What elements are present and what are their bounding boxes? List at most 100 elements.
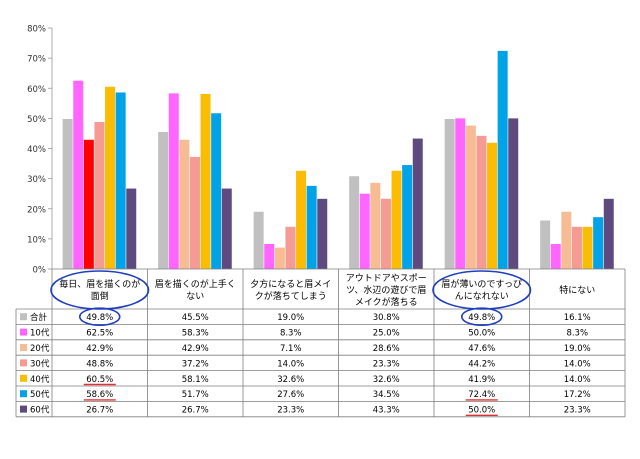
data-label: 47.6% — [468, 344, 495, 354]
bar-40代-2 — [296, 170, 307, 269]
bar-60代-5 — [603, 198, 614, 269]
data-label: 50.0% — [468, 406, 495, 416]
bar-10代-5 — [550, 243, 561, 269]
bar-10代-4 — [455, 118, 466, 269]
category-label: メイクが落ちる — [355, 296, 418, 308]
data-label: 17.2% — [564, 390, 591, 400]
category-label: 特にない — [559, 284, 595, 296]
bar-50代-2 — [306, 185, 317, 269]
category-label: ない — [186, 291, 204, 302]
legend-swatch-40代 — [20, 374, 27, 382]
data-label: 51.7% — [182, 390, 209, 400]
highlight-cell-ellipse — [460, 307, 503, 327]
bar-合計-1 — [158, 131, 169, 269]
bar-40代-1 — [200, 93, 211, 269]
data-label: 32.6% — [373, 375, 400, 385]
data-label: 23.3% — [373, 359, 400, 369]
data-label: 42.9% — [86, 344, 113, 354]
data-label: 19.0% — [564, 344, 591, 354]
bar-20代-4 — [465, 125, 476, 269]
data-label: 23.3% — [277, 406, 304, 416]
data-label: 34.5% — [373, 390, 400, 400]
bar-30代-3 — [380, 198, 391, 269]
bar-50代-0 — [115, 92, 126, 269]
data-label: 14.0% — [564, 359, 591, 369]
y-tick-label: 40% — [27, 145, 46, 155]
y-tick-label: 20% — [27, 205, 46, 215]
legend-swatch-合計 — [20, 313, 27, 321]
legend-swatch-10代 — [20, 328, 27, 336]
data-label: 26.7% — [86, 406, 113, 416]
y-tick-label: 10% — [27, 235, 46, 245]
legend-label: 60代 — [30, 405, 50, 416]
bar-60代-0 — [126, 188, 137, 269]
y-tick-label: 70% — [27, 55, 46, 65]
bar-40代-0 — [105, 86, 116, 270]
data-label: 50.0% — [468, 329, 495, 339]
legend-swatch-30代 — [20, 359, 27, 367]
bar-合計-3 — [349, 176, 360, 269]
data-label: 30.8% — [373, 313, 400, 323]
bar-50代-3 — [402, 165, 413, 269]
y-tick-label: 60% — [27, 85, 46, 95]
legend-label: 20代 — [30, 343, 50, 354]
data-label: 25.0% — [373, 329, 400, 339]
y-tick-label: 30% — [27, 175, 46, 185]
data-label: 48.8% — [86, 359, 113, 369]
data-label: 27.6% — [277, 390, 304, 400]
data-label: 32.6% — [277, 375, 304, 385]
data-label: 58.6% — [86, 390, 113, 400]
data-label: 62.5% — [86, 329, 113, 339]
category-label: 眉を描くのが上手く — [155, 278, 236, 290]
category-label: クが落ちてしまう — [255, 290, 327, 302]
bar-30代-4 — [476, 135, 487, 269]
bar-50代-1 — [211, 113, 222, 269]
bar-10代-3 — [359, 193, 370, 269]
bar-20代-1 — [179, 139, 190, 269]
data-label: 49.8% — [468, 313, 495, 323]
data-label: 44.2% — [468, 359, 495, 369]
category-label: 眉が薄いのですっぴ — [441, 278, 522, 290]
bar-60代-3 — [412, 138, 423, 269]
legend-label: 10代 — [30, 328, 50, 339]
data-label: 16.1% — [564, 313, 591, 323]
bar-40代-3 — [391, 170, 402, 269]
data-label: 49.8% — [86, 313, 113, 323]
category-label: んになれない — [455, 291, 509, 302]
data-label: 41.9% — [468, 375, 495, 385]
data-label: 43.3% — [373, 406, 400, 416]
legend-label: 50代 — [30, 389, 50, 400]
data-label: 14.0% — [564, 375, 591, 385]
data-label: 7.1% — [280, 344, 302, 354]
data-label: 42.9% — [182, 344, 209, 354]
data-label: 45.5% — [182, 313, 209, 323]
bar-30代-1 — [189, 156, 200, 269]
data-label: 37.2% — [182, 359, 209, 369]
bar-20代-5 — [561, 211, 572, 269]
category-label: ツ、水辺の遊びで眉 — [346, 284, 426, 296]
category-label: 毎日、眉を描くのが — [59, 278, 140, 290]
data-label: 58.1% — [182, 375, 209, 385]
y-tick-label: 50% — [27, 115, 46, 125]
bar-40代-4 — [487, 142, 498, 269]
data-label: 72.4% — [468, 390, 495, 400]
data-label: 19.0% — [277, 313, 304, 323]
bar-60代-4 — [508, 118, 519, 269]
highlight-cell-ellipse — [78, 307, 121, 327]
bar-合計-5 — [540, 220, 551, 269]
legend-label: 30代 — [30, 358, 50, 369]
data-label: 8.3% — [566, 329, 588, 339]
data-label: 23.3% — [564, 406, 591, 416]
data-label: 26.7% — [182, 406, 209, 416]
legend-swatch-50代 — [20, 390, 27, 398]
bar-合計-4 — [444, 118, 455, 269]
bar-20代-2 — [274, 247, 285, 269]
category-label: 夕方になると眉メイ — [250, 278, 331, 290]
y-tick-label: 80% — [27, 25, 46, 35]
y-tick-label: 0% — [33, 266, 47, 276]
category-label: 面倒 — [91, 290, 109, 302]
legend-label: 合計 — [30, 312, 48, 323]
bar-合計-0 — [62, 118, 73, 269]
